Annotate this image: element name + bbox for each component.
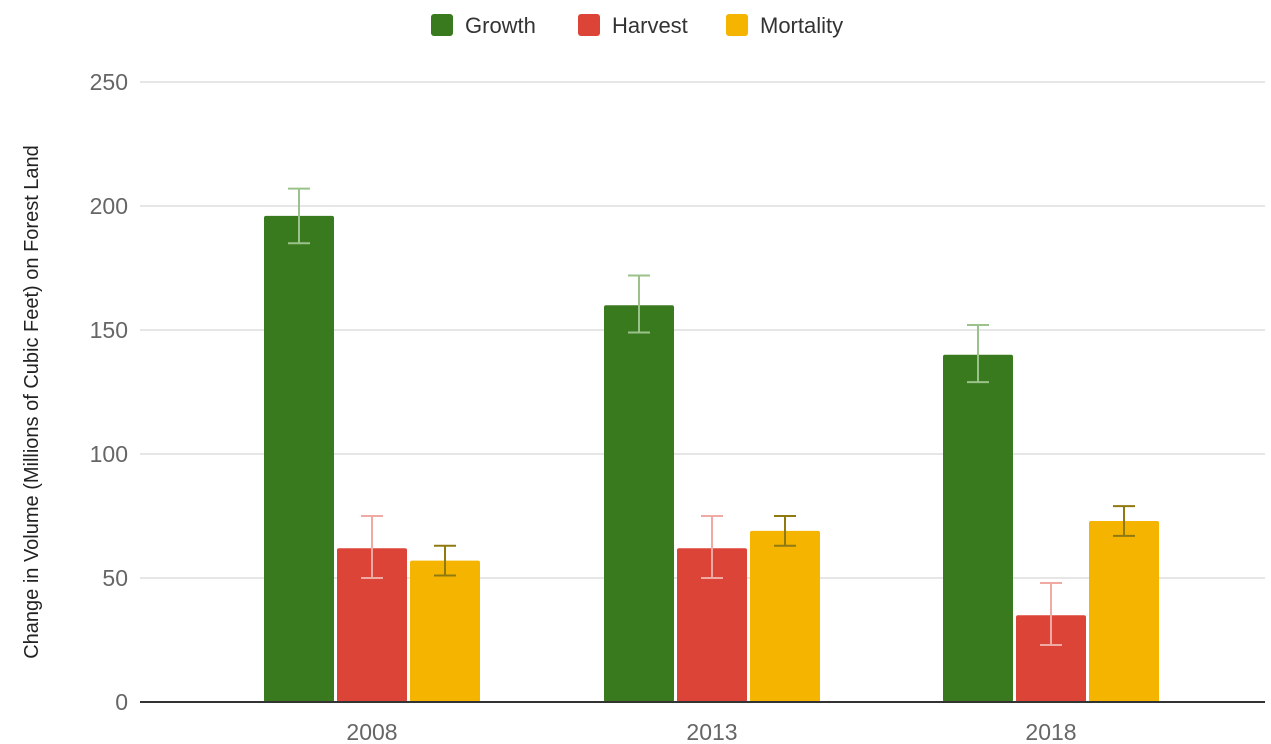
y-tick-label: 50 — [102, 565, 128, 591]
y-tick-label: 150 — [90, 317, 128, 343]
bar-mortality-2008 — [410, 560, 480, 702]
y-axis-title: Change in Volume (Millions of Cubic Feet… — [21, 145, 43, 659]
bar-harvest-2018 — [1016, 615, 1086, 702]
legend-label: Mortality — [760, 13, 843, 38]
y-tick-label: 100 — [90, 441, 128, 467]
bar-growth-2008 — [264, 215, 334, 703]
error-bar-mortality-2018 — [1113, 505, 1135, 537]
legend-swatch — [726, 14, 748, 36]
y-tick-label: 0 — [115, 689, 128, 715]
error-bar-harvest-2018 — [1040, 581, 1062, 646]
bar-growth-2018 — [943, 354, 1013, 702]
error-bar-growth-2008 — [288, 187, 310, 245]
error-bar-mortality-2008 — [434, 544, 456, 577]
error-bar-growth-2013 — [628, 274, 650, 334]
error-bar-harvest-2008 — [361, 515, 383, 579]
error-bars — [288, 187, 1135, 646]
chart-legend: Growth Harvest Mortality — [431, 13, 843, 38]
y-tick-label: 200 — [90, 193, 128, 219]
bar-series — [264, 215, 1159, 703]
legend-item-growth: Growth — [431, 13, 536, 38]
bar-harvest-2008 — [337, 548, 407, 702]
bar-harvest-2013 — [677, 548, 747, 702]
error-bar-harvest-2013 — [701, 515, 723, 579]
legend-item-mortality: Mortality — [726, 13, 843, 38]
error-bar-mortality-2013 — [774, 515, 796, 547]
bar-mortality-2018 — [1089, 520, 1159, 702]
legend-label: Growth — [465, 13, 536, 38]
legend-swatch — [578, 14, 600, 36]
bar-growth-2013 — [604, 305, 674, 702]
x-tick-label: 2018 — [1025, 719, 1076, 744]
legend-item-harvest: Harvest — [578, 13, 688, 38]
x-tick-label: 2013 — [686, 719, 737, 744]
x-axis-tick-labels: 2008 2013 2018 — [346, 719, 1076, 744]
legend-label: Harvest — [612, 13, 688, 38]
y-axis-tick-labels: 0 50 100 150 200 250 — [90, 69, 128, 715]
bar-mortality-2013 — [750, 530, 820, 702]
legend-swatch — [431, 14, 453, 36]
error-bar-growth-2018 — [967, 324, 989, 384]
y-tick-label: 250 — [90, 69, 128, 95]
x-tick-label: 2008 — [346, 719, 397, 744]
